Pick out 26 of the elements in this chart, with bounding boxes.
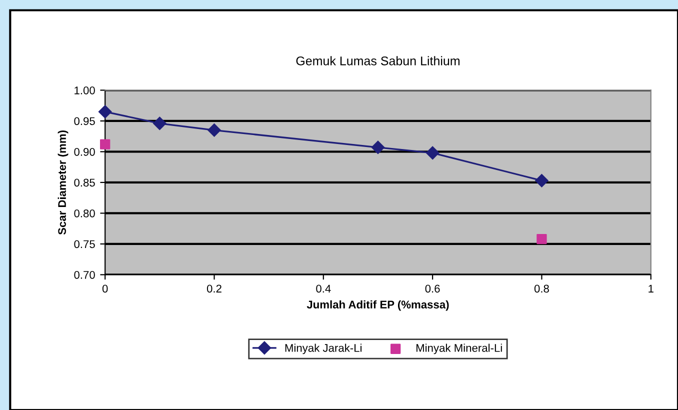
y-tick-label: 0.75 <box>74 240 95 248</box>
y-axis-title: Scar Diameter (mm) <box>58 130 68 235</box>
x-axis-title: Jumlah Aditif EP (%massa) <box>306 300 449 311</box>
point <box>98 105 112 118</box>
point <box>208 124 221 137</box>
x-tick-label: 0.8 <box>534 284 549 293</box>
legend-label: Minyak Jarak-Li <box>285 344 362 354</box>
point <box>426 146 440 160</box>
y-tick-label: 0.90 <box>74 148 95 156</box>
legend-label: Minyak Mineral-Li <box>416 344 502 354</box>
y-tick-label: 0.85 <box>74 178 95 187</box>
chart-title: Gemuk Lumas Sabun Lithium <box>296 56 460 66</box>
point <box>535 174 548 188</box>
point <box>371 140 385 154</box>
x-tick-label: 0.4 <box>316 284 331 293</box>
point <box>153 116 166 130</box>
y-tick-label: 0.80 <box>74 209 95 218</box>
x-tick-label: 0.6 <box>425 284 440 293</box>
y-tick-label: 1.00 <box>74 86 95 94</box>
x-tick-label: 0 <box>102 284 108 293</box>
x-tick-label: 0.2 <box>206 284 222 293</box>
y-tick-label: 0.70 <box>74 270 95 279</box>
point <box>536 234 547 244</box>
x-tick-label: 1 <box>648 284 654 292</box>
point <box>100 139 110 150</box>
y-tick-label: 0.95 <box>74 117 95 126</box>
